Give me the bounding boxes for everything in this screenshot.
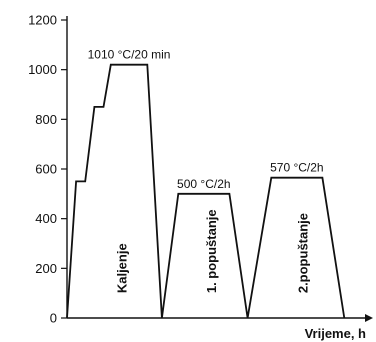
y-tick-label: 600: [35, 162, 57, 177]
y-tick-label: 1200: [28, 13, 57, 28]
y-tick-label: 0: [50, 311, 57, 326]
y-tick-label: 800: [35, 112, 57, 127]
y-tick-label: 400: [35, 211, 57, 226]
annotation: 1010 °C/20 min: [88, 48, 171, 62]
x-axis-arrow: [365, 314, 373, 322]
x-axis-label: Vrijeme, h: [305, 326, 366, 341]
stage-label: 1. popuštanje: [204, 209, 219, 293]
stage-label: Kaljenje: [115, 243, 130, 293]
stage-label: 2.popuštanje: [295, 213, 310, 293]
annotation: 500 °C/2h: [177, 177, 231, 191]
axes: 0 200 400 600 800 1000 1200: [28, 13, 373, 326]
chart-labels: 1010 °C/20 min 500 °C/2h 570 °C/2h Kaljenje…: [88, 48, 324, 293]
chart-marks: [66, 63, 346, 319]
y-tick-label: 1000: [28, 62, 57, 77]
annotation: 570 °C/2h: [270, 161, 324, 175]
series-line: [66, 63, 346, 319]
y-tick-label: 200: [35, 261, 57, 276]
